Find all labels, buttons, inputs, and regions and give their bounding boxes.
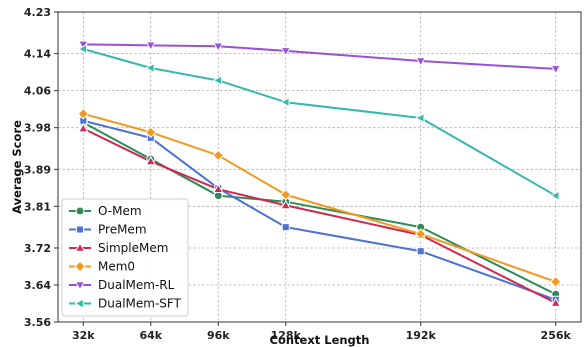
y-tick-label: 3.89 xyxy=(24,163,51,176)
x-tick-label: 32k xyxy=(72,329,95,342)
series-lines xyxy=(82,43,557,304)
data-point-dualmem-rl xyxy=(280,47,292,57)
y-axis-title: Average Score xyxy=(10,120,24,214)
y-tick-label: 3.56 xyxy=(24,316,51,329)
legend-marker-dualmem-sft xyxy=(74,298,84,309)
legend-marker-mem0 xyxy=(74,260,86,273)
data-point-simplemem xyxy=(550,297,561,307)
series-line-dualmem-sft xyxy=(83,48,557,197)
series-line-premem xyxy=(83,119,557,301)
data-point-premem xyxy=(416,247,425,256)
legend-marker-premem xyxy=(75,225,85,234)
data-point-dualmem-rl xyxy=(415,57,426,67)
data-point-dualmem-sft xyxy=(212,75,223,86)
x-tick-label: 128k xyxy=(271,329,302,342)
data-point-simplemem xyxy=(280,199,292,210)
data-point-mem0 xyxy=(77,108,90,120)
y-tick-label: 4.06 xyxy=(24,85,51,98)
legend-marker-o-mem xyxy=(75,206,85,216)
y-tick-label: 3.81 xyxy=(24,200,51,213)
x-axis-ticks: 32k 64k 96k 128k 192k 256k xyxy=(72,322,572,342)
data-point-dualmem-sft xyxy=(280,96,290,108)
series-line-o-mem xyxy=(82,121,557,296)
legend-label: DualMem-RL xyxy=(98,278,175,292)
x-tick-label: 256k xyxy=(541,329,572,342)
data-point-premem xyxy=(281,223,290,232)
legend-marker-dualmem-rl xyxy=(74,281,86,291)
plot-frame xyxy=(57,11,582,323)
x-tick-label: 64k xyxy=(139,329,162,342)
data-point-dualmem-sft xyxy=(415,112,425,124)
data-point-simplemem xyxy=(213,183,224,194)
legend-box xyxy=(61,198,189,317)
series-markers xyxy=(77,40,562,307)
data-point-mem0 xyxy=(212,149,225,162)
y-tick-label: 3.64 xyxy=(24,279,51,292)
data-point-dualmem-rl xyxy=(145,41,157,51)
data-point-mem0 xyxy=(279,188,292,201)
series-line-simplemem xyxy=(82,127,557,304)
data-point-simplemem xyxy=(145,155,157,166)
data-point-dualmem-sft xyxy=(550,190,560,201)
legend-marker-simplemem xyxy=(74,242,86,252)
y-tick-label: 4.23 xyxy=(24,6,51,19)
y-tick-label: 3.98 xyxy=(24,122,51,135)
data-point-dualmem-sft xyxy=(145,62,155,74)
y-tick-label: 4.14 xyxy=(24,48,51,61)
legend-label: Mem0 xyxy=(98,260,135,274)
legend: O-Mem PreMem SimpleMem Mem0 DualMem-RL DualMe… xyxy=(61,198,189,317)
data-point-mem0 xyxy=(549,275,562,288)
data-point-simplemem xyxy=(78,122,89,133)
data-point-dualmem-sft xyxy=(77,43,88,55)
series-line-mem0 xyxy=(83,112,557,283)
legend-label: DualMem-SFT xyxy=(98,297,182,311)
y-axis-ticks: 3.56 3.64 3.72 3.81 3.89 3.98 4.06 4.14 4.23 xyxy=(24,6,58,329)
x-tick-label: 192k xyxy=(406,329,437,342)
y-tick-label: 3.72 xyxy=(24,242,51,255)
legend-label: O-Mem xyxy=(98,204,142,218)
series-line-dualmem-rl xyxy=(83,43,556,70)
x-tick-label: 96k xyxy=(207,329,230,342)
legend-label: SimpleMem xyxy=(98,241,168,255)
data-point-dualmem-rl xyxy=(550,65,561,75)
data-point-mem0 xyxy=(414,228,427,240)
legend-label: PreMem xyxy=(98,223,147,237)
x-axis-title: Context Length xyxy=(270,333,370,347)
data-point-mem0 xyxy=(145,126,157,139)
data-point-dualmem-rl xyxy=(213,42,224,52)
